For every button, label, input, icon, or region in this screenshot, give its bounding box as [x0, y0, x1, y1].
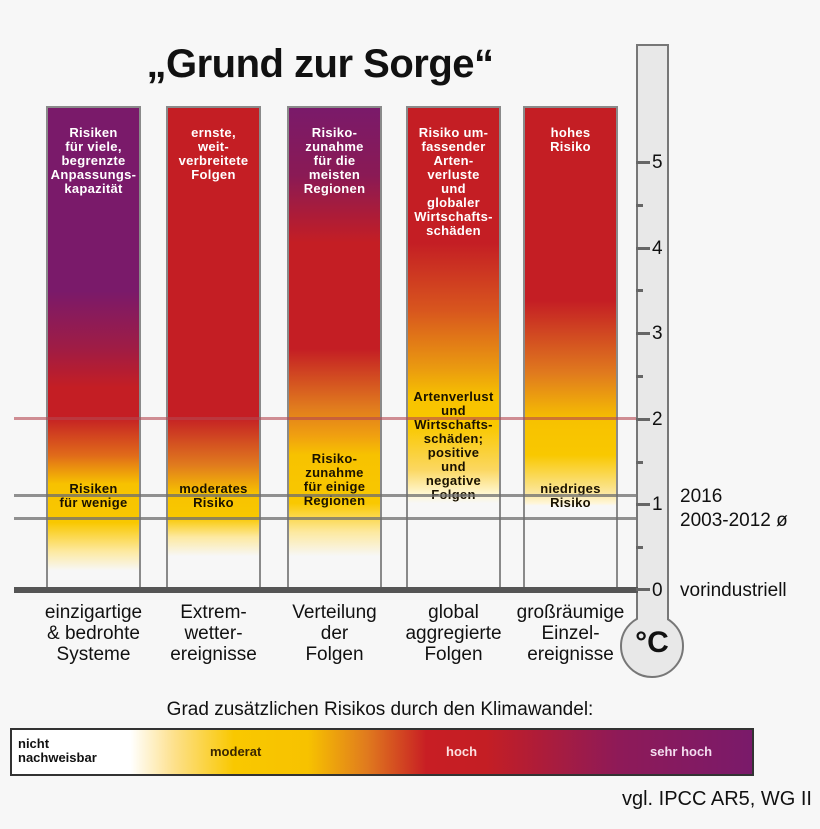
- category-label-2: Extrem- wetter- ereignisse: [170, 602, 257, 665]
- tick-label-3: 3: [652, 323, 663, 344]
- chart-title: „Grund zur Sorge“: [146, 42, 494, 86]
- column-2-top-text: ernste, weit- verbreitete Folgen: [178, 125, 249, 182]
- tick-45: [636, 204, 643, 207]
- legend-color-bar: [10, 728, 754, 776]
- tick-05: [636, 546, 643, 549]
- thermometer-tube: [636, 44, 669, 639]
- source-citation: vgl. IPCC AR5, WG II: [621, 788, 812, 810]
- legend-high: hoch: [446, 744, 478, 759]
- category-label-5: großräumige Einzel- ereignisse: [516, 602, 625, 665]
- tick-5: [636, 161, 650, 164]
- category-label-3: Verteilung der Folgen: [292, 602, 377, 665]
- tick-label-0: 0: [652, 580, 663, 601]
- column-4-low-text: Artenverlust und Wirtschafts- schäden; p…: [413, 389, 494, 502]
- legend-moderate: moderat: [210, 744, 262, 759]
- tick-0: [636, 588, 650, 591]
- tick-label-1: 1: [652, 494, 663, 515]
- column-1-low-text: Risiken für wenige: [59, 481, 128, 510]
- tick-label-2: 2: [652, 409, 663, 430]
- reference-line-2003-2012: [14, 517, 638, 520]
- column-3-low-text: Risiko- zunahme für einige Regionen: [303, 451, 366, 508]
- tick-label-4: 4: [652, 238, 663, 259]
- baseline-preindustrial: [14, 587, 638, 593]
- tick-15: [636, 461, 643, 464]
- label-preindustrial: vorindustriell: [680, 580, 787, 601]
- legend-none-line2: nachweisbar: [18, 750, 97, 765]
- label-2016: 2016: [680, 486, 723, 507]
- tick-2: [636, 418, 650, 421]
- column-5-low-text: niedriges Risiko: [540, 481, 601, 510]
- legend-very-high: sehr hoch: [650, 744, 713, 759]
- reference-line-2c: [14, 417, 638, 420]
- legend-none-line1: nicht: [18, 736, 50, 751]
- category-label-1: einzigartige & bedrohte Systeme: [44, 602, 143, 665]
- label-2003-2012-average: 2003-2012 ø: [680, 510, 788, 531]
- column-4-top-text: Risiko um- fassender Arten- verluste und…: [414, 125, 493, 238]
- tick-3: [636, 332, 650, 335]
- column-unique-systems: [46, 106, 141, 590]
- tick-1: [636, 503, 650, 506]
- column-1-top-text: Risiken für viele, begrenzte Anpassungs-…: [50, 125, 137, 196]
- tick-4: [636, 247, 650, 250]
- thermometer-neck: [638, 605, 667, 625]
- legend-title: Grad zusätzlichen Risikos durch den Klim…: [166, 699, 594, 720]
- column-5-top-text: hohes Risiko: [550, 125, 591, 154]
- column-3-top-text: Risiko- zunahme für die meisten Regionen: [303, 125, 366, 196]
- tick-35: [636, 289, 643, 292]
- column-global-aggregate: [406, 106, 501, 590]
- column-large-scale-events: [523, 106, 618, 590]
- tick-label-5: 5: [652, 152, 663, 173]
- thermometer-unit: °C: [635, 626, 669, 659]
- reference-line-2016: [14, 494, 638, 497]
- tick-25: [636, 375, 643, 378]
- category-label-4: global aggregierte Folgen: [405, 602, 502, 665]
- column-extreme-weather: [166, 106, 261, 590]
- column-distribution: [287, 106, 382, 590]
- column-2-low-text: moderates Risiko: [179, 481, 248, 510]
